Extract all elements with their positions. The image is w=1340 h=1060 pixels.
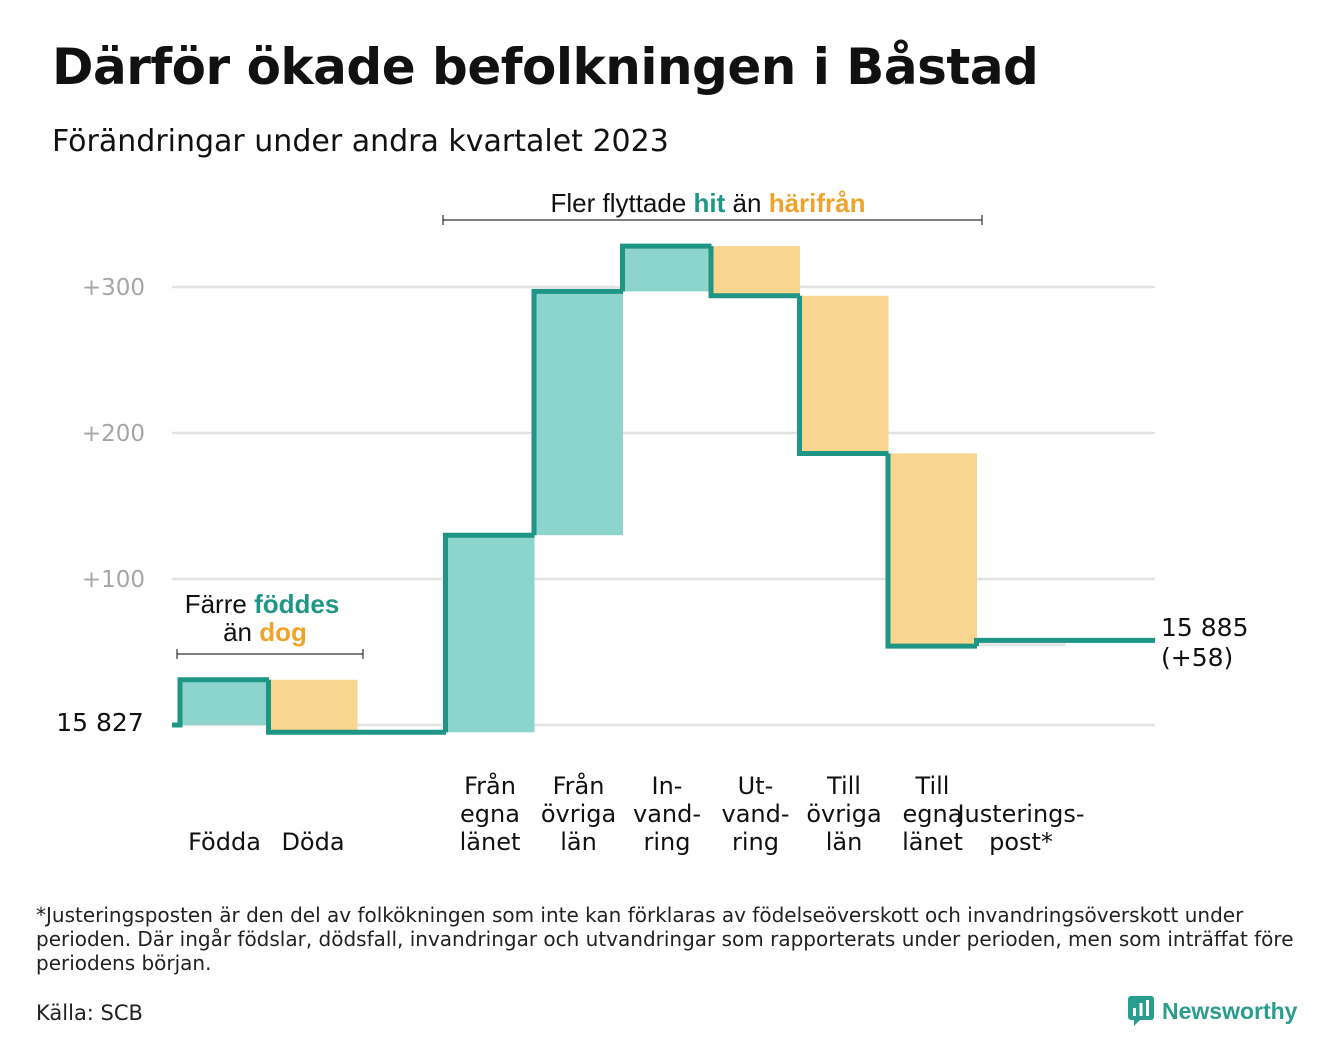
- category-label: egna: [903, 800, 963, 828]
- cumulative-line-layer: [172, 243, 1155, 735]
- births-deaths-highlight-foddes: föddes: [254, 589, 339, 619]
- newsworthy-logo: Newsworthy: [1128, 996, 1297, 1026]
- bars-layer: [180, 246, 1066, 733]
- births-deaths-prefix: Färre: [185, 589, 247, 619]
- waterfall-bar: [711, 246, 800, 296]
- category-label: övriga: [806, 800, 881, 828]
- category-label: län: [560, 828, 597, 856]
- category-label: Till: [826, 772, 861, 800]
- cumulative-line: [172, 243, 1155, 735]
- end-change-label: (+58): [1161, 643, 1233, 672]
- category-label: länet: [460, 828, 521, 856]
- category-label: ring: [644, 828, 691, 856]
- waterfall-bar: [534, 291, 623, 536]
- waterfall-bar: [976, 640, 1066, 647]
- y-tick-label: +300: [82, 275, 145, 301]
- migration-highlight-hit: hit: [694, 188, 726, 218]
- end-value-label: 15 885: [1161, 613, 1248, 642]
- births-deaths-annotation-line1: Färre föddes: [185, 589, 340, 619]
- logo-text: Newsworthy: [1162, 997, 1298, 1024]
- y-tick-label: +100: [82, 567, 145, 593]
- category-label: Justerings-: [955, 800, 1084, 828]
- source-label: Källa: SCB: [36, 1001, 143, 1025]
- migration-highlight-harifran: härifrån: [769, 188, 866, 218]
- category-label: vand-: [721, 800, 789, 828]
- migration-annotation: Fler flyttade hit än härifrån: [550, 188, 865, 218]
- births-deaths-highlight-dog: dog: [259, 617, 307, 647]
- footnote: *Justeringsposten är den del av folkökni…: [36, 903, 1294, 975]
- chart-title: Därför ökade befolkningen i Båstad: [52, 38, 1039, 96]
- category-label: Till: [915, 772, 950, 800]
- category-label: Döda: [281, 828, 344, 856]
- births-deaths-middle: än: [223, 617, 252, 647]
- y-tick-label: +200: [82, 421, 145, 447]
- category-label: Från: [553, 771, 605, 800]
- waterfall-bar: [180, 679, 269, 725]
- labels-layer: Födda DödaFrånegnalänetFrånövrigalänIn-va…: [188, 771, 1084, 856]
- category-label: Från: [464, 771, 516, 800]
- waterfall-bar: [268, 679, 358, 733]
- migration-prefix: Fler flyttade: [550, 188, 686, 218]
- waterfall-bar: [799, 295, 889, 454]
- category-label: post*: [989, 828, 1053, 856]
- waterfall-bar: [888, 453, 977, 647]
- category-label: länet: [902, 828, 963, 856]
- migration-bracket: [442, 215, 983, 225]
- category-label: vand-: [633, 800, 701, 828]
- category-label: ring: [732, 828, 779, 856]
- category-label: In-: [652, 772, 683, 800]
- births-deaths-bracket: [176, 649, 364, 659]
- births-deaths-annotation-line2: än dog: [223, 617, 307, 647]
- category-label: övriga: [541, 800, 616, 828]
- category-label: län: [826, 828, 863, 856]
- waterfall-bar: [445, 535, 535, 733]
- waterfall-chart: +100+200+300 Födda DödaFrånegnalänetFrånö…: [56, 188, 1248, 856]
- migration-middle: än: [733, 188, 762, 218]
- newsworthy-chart-icon: [1128, 996, 1154, 1026]
- chart-subtitle: Förändringar under andra kvartalet 2023: [52, 124, 669, 159]
- category-label: Födda: [188, 828, 261, 856]
- start-value-label: 15 827: [56, 708, 143, 737]
- category-label: egna: [460, 800, 520, 828]
- category-label: Ut-: [738, 772, 774, 800]
- waterfall-bar: [622, 246, 712, 292]
